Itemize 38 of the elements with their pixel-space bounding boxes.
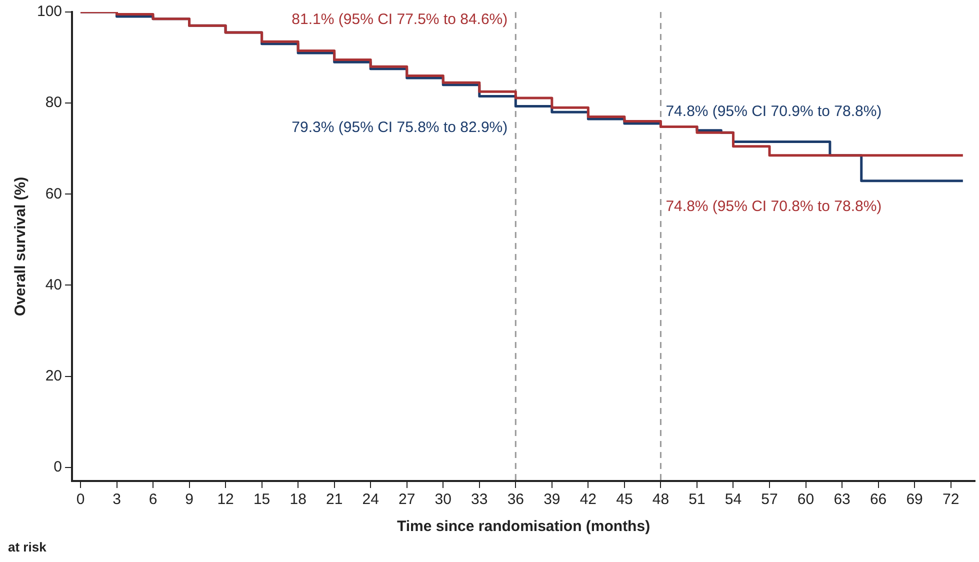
x-tick-label: 33 <box>471 491 488 508</box>
y-tick-label: 40 <box>45 276 62 294</box>
x-axis-title: Time since randomisation (months) <box>396 518 650 536</box>
x-tick-label: 57 <box>761 491 778 508</box>
x-tick-label: 3 <box>112 491 121 508</box>
y-tick-label: 20 <box>45 367 62 384</box>
x-tick-label: 39 <box>544 491 560 508</box>
y-axis-title: Overall survival (%) <box>12 176 30 316</box>
x-tick-label: 42 <box>580 491 597 508</box>
x-tick-label: 6 <box>148 491 158 508</box>
x-tick-label: 30 <box>434 491 452 508</box>
x-tick-label: 54 <box>724 491 742 508</box>
x-tick-label: 36 <box>507 491 524 508</box>
y-tick-label: 100 <box>36 3 62 20</box>
y-tick-label: 60 <box>45 185 62 202</box>
x-tick-label: 15 <box>253 491 270 508</box>
x-tick-label: 60 <box>797 491 814 508</box>
x-tick-label: 24 <box>362 491 379 508</box>
x-tick-label: 21 <box>326 491 343 508</box>
x-tick-label: 63 <box>834 491 850 508</box>
x-tick-label: 0 <box>76 491 85 508</box>
x-tick-label: 18 <box>290 491 306 508</box>
x-tick-label: 27 <box>398 491 416 508</box>
y-tick-label: 80 <box>45 94 62 112</box>
annotation: 81.1% (95% CI 77.5% to 84.6%) <box>292 11 508 28</box>
x-tick-label: 45 <box>616 491 633 508</box>
x-tick-label: 9 <box>185 491 194 508</box>
annotation: 79.3% (95% CI 75.8% to 82.9%) <box>292 119 508 136</box>
x-tick-label: 48 <box>652 491 670 508</box>
x-tick-label: 12 <box>217 491 234 508</box>
text: at risk <box>8 540 48 555</box>
x-tick-label: 51 <box>688 491 706 508</box>
y-tick-label: 0 <box>54 458 62 476</box>
x-tick-label: 69 <box>906 491 923 508</box>
annotation: 74.8% (95% CI 70.9% to 78.8%) <box>666 103 882 120</box>
annotation: 74.8% (95% CI 70.8% to 78.8%) <box>666 198 882 216</box>
x-tick-label: 66 <box>870 491 887 508</box>
x-tick-label: 72 <box>942 491 960 508</box>
